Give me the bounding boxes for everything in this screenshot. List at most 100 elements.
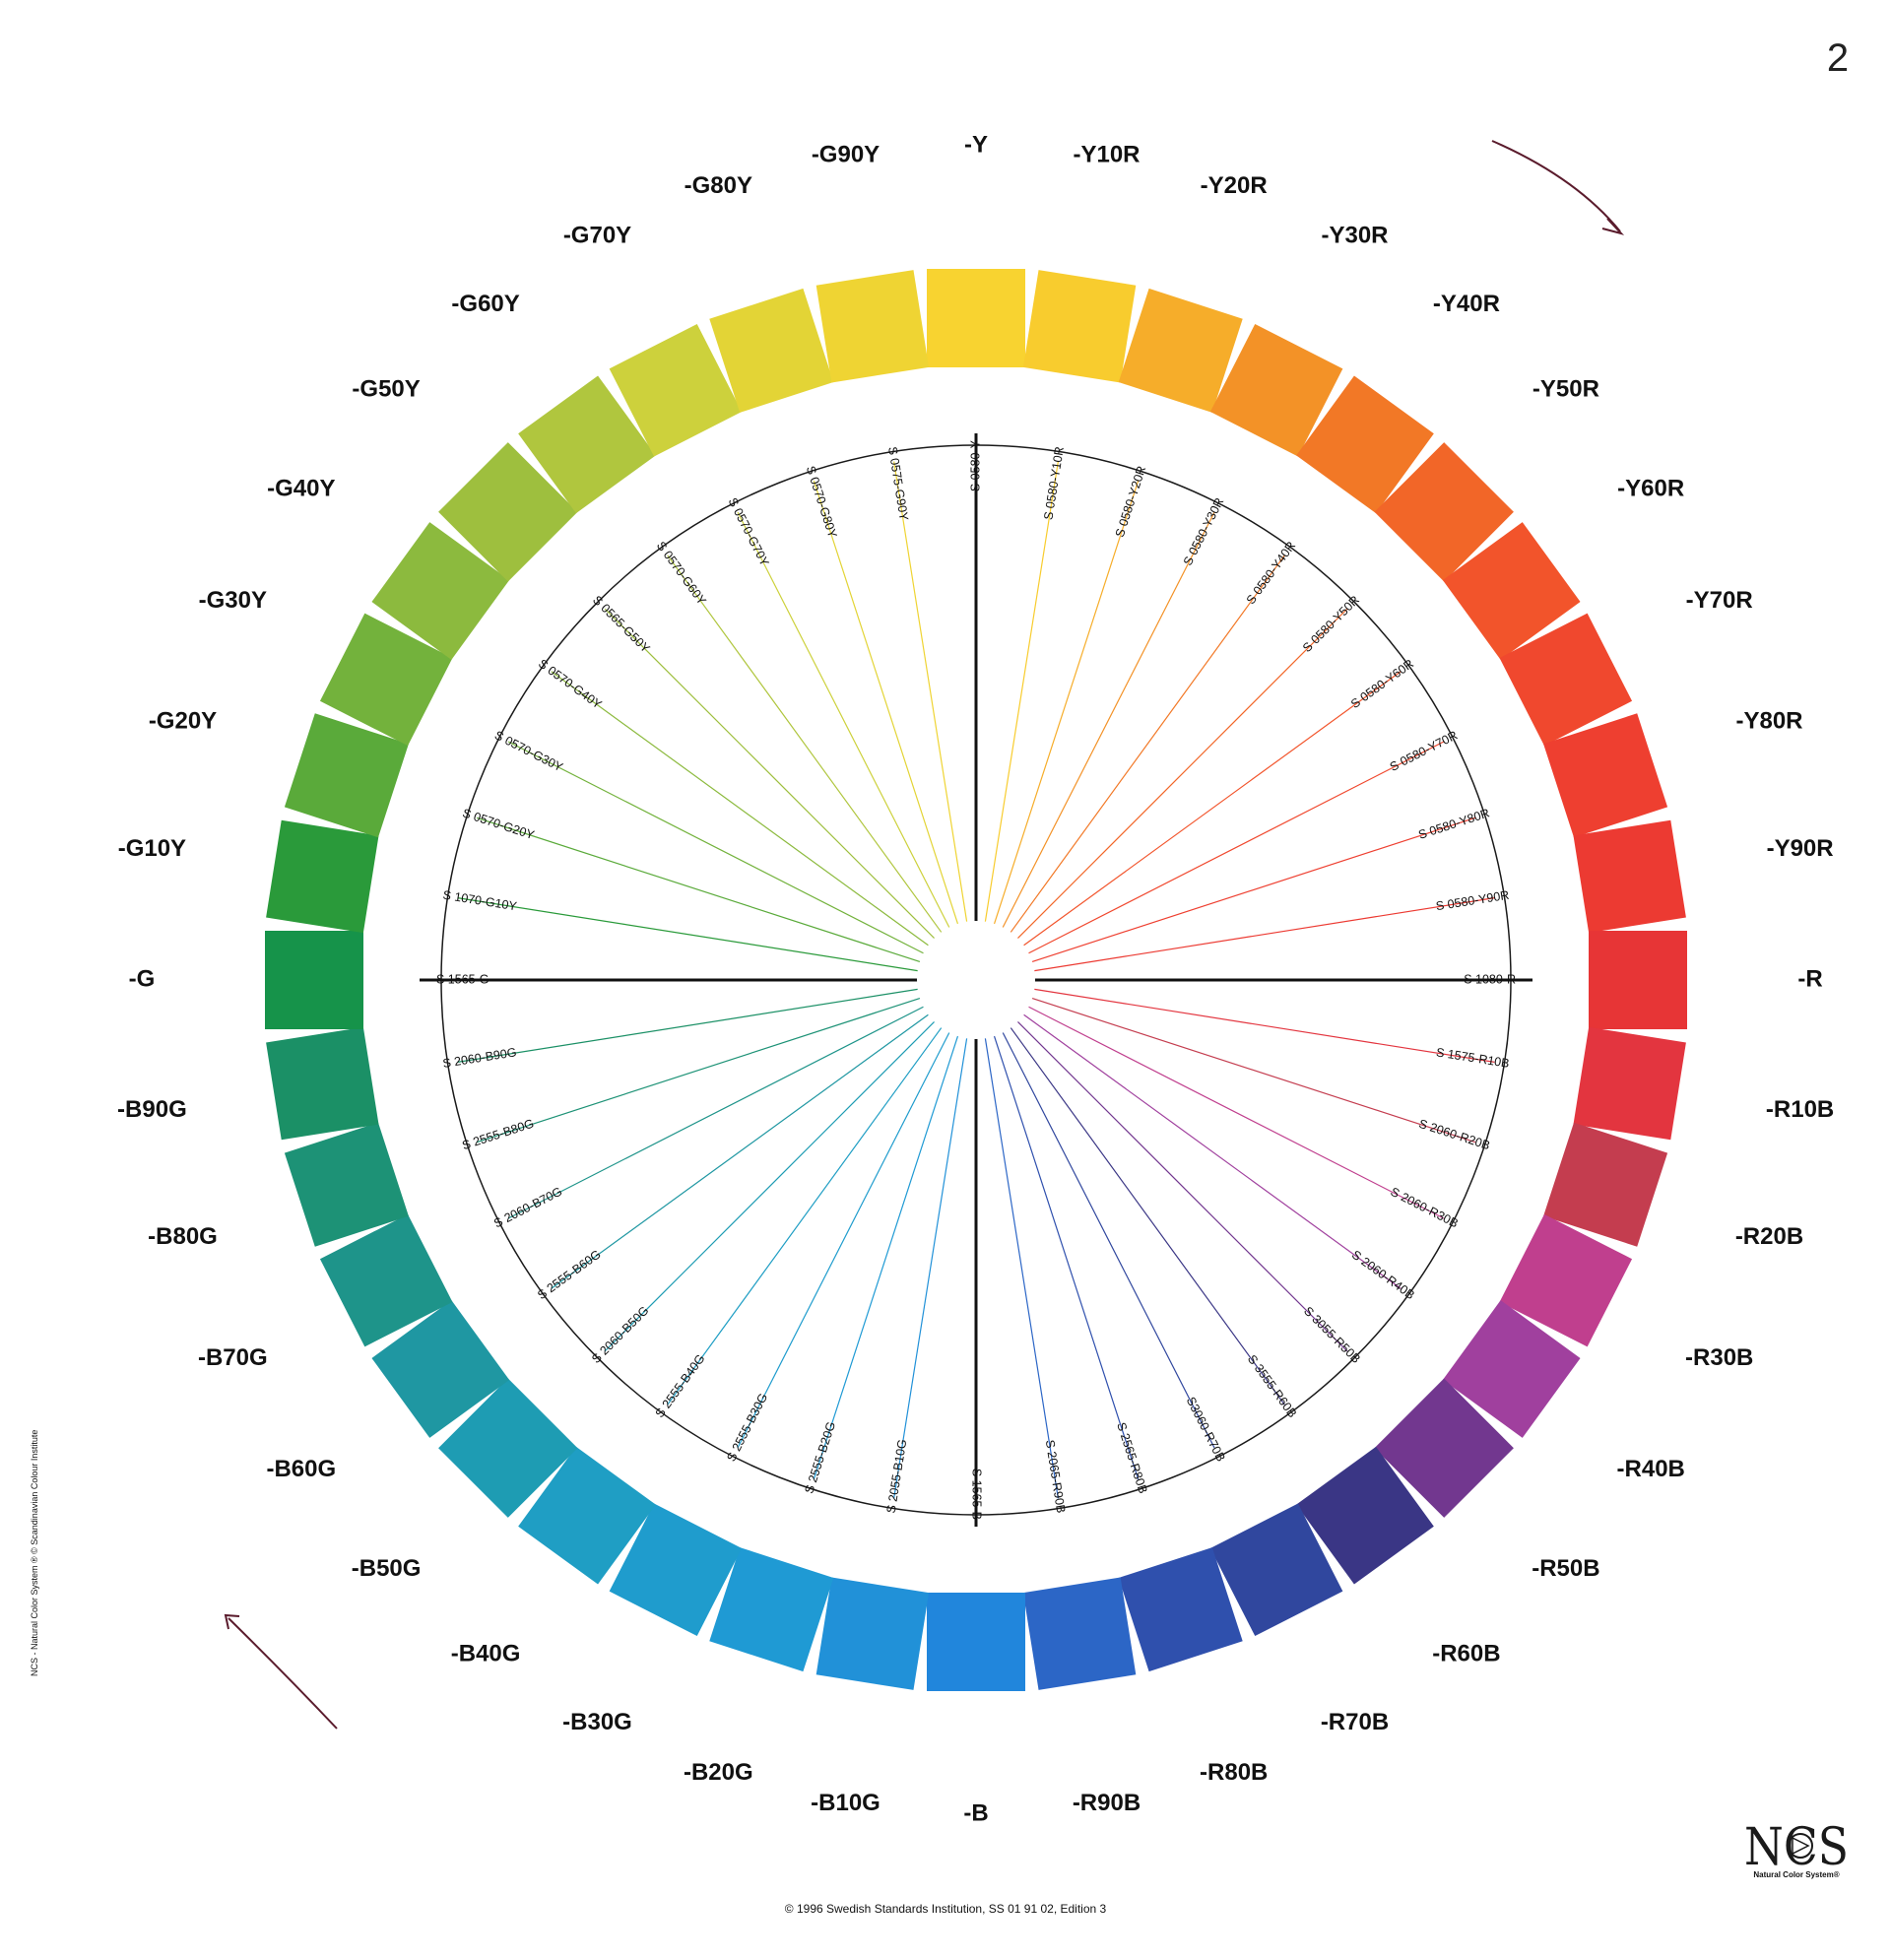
swatch-y80r <box>1543 713 1668 838</box>
swatch-r80b <box>1118 1547 1243 1672</box>
code-label-r: S 1080-R <box>1464 972 1516 986</box>
spoke-g90y <box>893 461 968 922</box>
spoke-r10b <box>1034 988 1495 1063</box>
code-label-g: S 1565-G <box>436 972 489 986</box>
swatch-y <box>927 269 1025 367</box>
hue-label-b80g: -B80G <box>148 1223 218 1250</box>
spoke-r20b <box>1031 997 1476 1143</box>
spoke-y50r <box>1017 608 1348 939</box>
swatch-b80g <box>284 1122 409 1247</box>
main-axes <box>420 433 1532 1527</box>
swatch-b10g <box>815 1577 930 1690</box>
hue-label-r30b: -R30B <box>1685 1344 1753 1371</box>
swatch-y40r <box>1296 375 1434 514</box>
hue-label-y70r: -Y70R <box>1686 587 1753 614</box>
swatch-y90r <box>1573 819 1686 934</box>
swatch-y20r <box>1118 288 1243 413</box>
swatch-g20y <box>284 713 409 838</box>
hue-label-r90b: -R90B <box>1073 1790 1141 1816</box>
swatch-b90g <box>266 1026 379 1141</box>
hue-label-r80b: -R80B <box>1200 1759 1268 1786</box>
spoke-y40r <box>1010 555 1285 933</box>
swatch-r20b <box>1543 1122 1668 1247</box>
hue-label-y30r: -Y30R <box>1321 223 1388 249</box>
hue-label-r40b: -R40B <box>1617 1456 1685 1482</box>
swatch-y70r <box>1499 613 1633 747</box>
swatch-g90y <box>815 270 930 383</box>
spoke-g70y <box>737 511 950 928</box>
hue-label-y10r: -Y10R <box>1073 142 1140 168</box>
spoke-r60b <box>1010 1027 1285 1405</box>
spoke-g40y <box>551 671 929 947</box>
swatch-r30b <box>1499 1213 1633 1347</box>
swatch-r <box>1589 931 1687 1029</box>
swatch-y10r <box>1022 270 1137 383</box>
hue-label-r50b: -R50B <box>1532 1555 1599 1582</box>
ncs-logo: NCS Natural Color System® <box>1744 1818 1849 1879</box>
swatch-g10y <box>266 819 379 934</box>
swatch-b30g <box>609 1503 743 1637</box>
spoke-g50y <box>604 608 935 939</box>
swatch-r40b <box>1442 1300 1581 1438</box>
hue-label-g30y: -G30Y <box>199 587 267 614</box>
ncs-logo-subtitle: Natural Color System® <box>1753 1870 1839 1879</box>
swatch-g70y <box>609 323 743 457</box>
swatch-b20g <box>709 1547 834 1672</box>
hue-spokes <box>457 461 1495 1499</box>
swatch-y60r <box>1442 522 1581 660</box>
spoke-y80r <box>1031 817 1476 963</box>
swatch-b70g <box>319 1213 453 1347</box>
swatch-r90b <box>1022 1577 1137 1690</box>
swatch-g60y <box>518 375 656 514</box>
hue-label-y20r: -Y20R <box>1201 172 1268 199</box>
hue-label-g70y: -G70Y <box>563 223 631 249</box>
swatch-b40g <box>518 1446 656 1585</box>
hue-labels: -Y -Y10R -Y20R -Y30R -Y40R -Y50R -Y60R -Y70R -Y8… <box>117 131 1834 1826</box>
spoke-r40b <box>1023 1013 1402 1289</box>
spoke-y70r <box>1028 741 1445 954</box>
hue-label-y90r: -Y90R <box>1767 835 1834 862</box>
page-number: 2 <box>1827 36 1849 80</box>
counterclockwise-arrow <box>224 1613 338 1730</box>
hue-label-g: -G <box>129 965 156 992</box>
swatch-r10b <box>1573 1026 1686 1141</box>
spoke-b70g <box>507 1006 924 1219</box>
spoke-y30r <box>1002 511 1215 928</box>
hue-label-b10g: -B10G <box>811 1790 880 1816</box>
hue-label-g40y: -G40Y <box>267 475 335 501</box>
spoke-r30b <box>1028 1006 1445 1219</box>
hue-label-y: -Y <box>964 131 988 158</box>
spoke-b30g <box>737 1032 950 1449</box>
hue-label-r20b: -R20B <box>1735 1223 1803 1250</box>
swatch-b <box>927 1593 1025 1691</box>
hue-label-b30g: -B30G <box>562 1709 632 1735</box>
spoke-g60y <box>667 555 943 933</box>
spoke-b60g <box>551 1013 929 1289</box>
swatch-g30y <box>319 613 453 747</box>
hue-label-b: -B <box>963 1799 988 1826</box>
spoke-b40g <box>667 1027 943 1405</box>
spoke-r80b <box>993 1035 1140 1480</box>
spoke-g30y <box>507 741 924 954</box>
hue-label-r60b: -R60B <box>1432 1641 1500 1667</box>
hue-label-r10b: -R10B <box>1766 1096 1834 1123</box>
swatch-g40y <box>371 522 510 660</box>
hue-label-b20g: -B20G <box>684 1759 753 1786</box>
swatch-y30r <box>1209 323 1343 457</box>
spoke-b20g <box>813 1035 959 1480</box>
ncs-logo-mark <box>1788 1833 1813 1859</box>
ncs-logo-text: NCS <box>1744 1818 1849 1877</box>
hue-label-g20y: -G20Y <box>149 708 217 735</box>
hue-label-g10y: -G10Y <box>118 835 186 862</box>
spoke-y20r <box>993 480 1140 925</box>
spoke-r90b <box>984 1038 1059 1499</box>
spoke-y60r <box>1023 671 1402 947</box>
code-label-y: S 0580-Y <box>968 439 982 491</box>
hue-label-b60g: -B60G <box>266 1456 336 1482</box>
spoke-g20y <box>476 817 921 963</box>
center-hub <box>917 921 1035 1039</box>
hue-label-g80y: -G80Y <box>685 172 752 199</box>
code-label-b: S 1565-B <box>970 1469 984 1520</box>
hue-label-y40r: -Y40R <box>1433 291 1500 317</box>
